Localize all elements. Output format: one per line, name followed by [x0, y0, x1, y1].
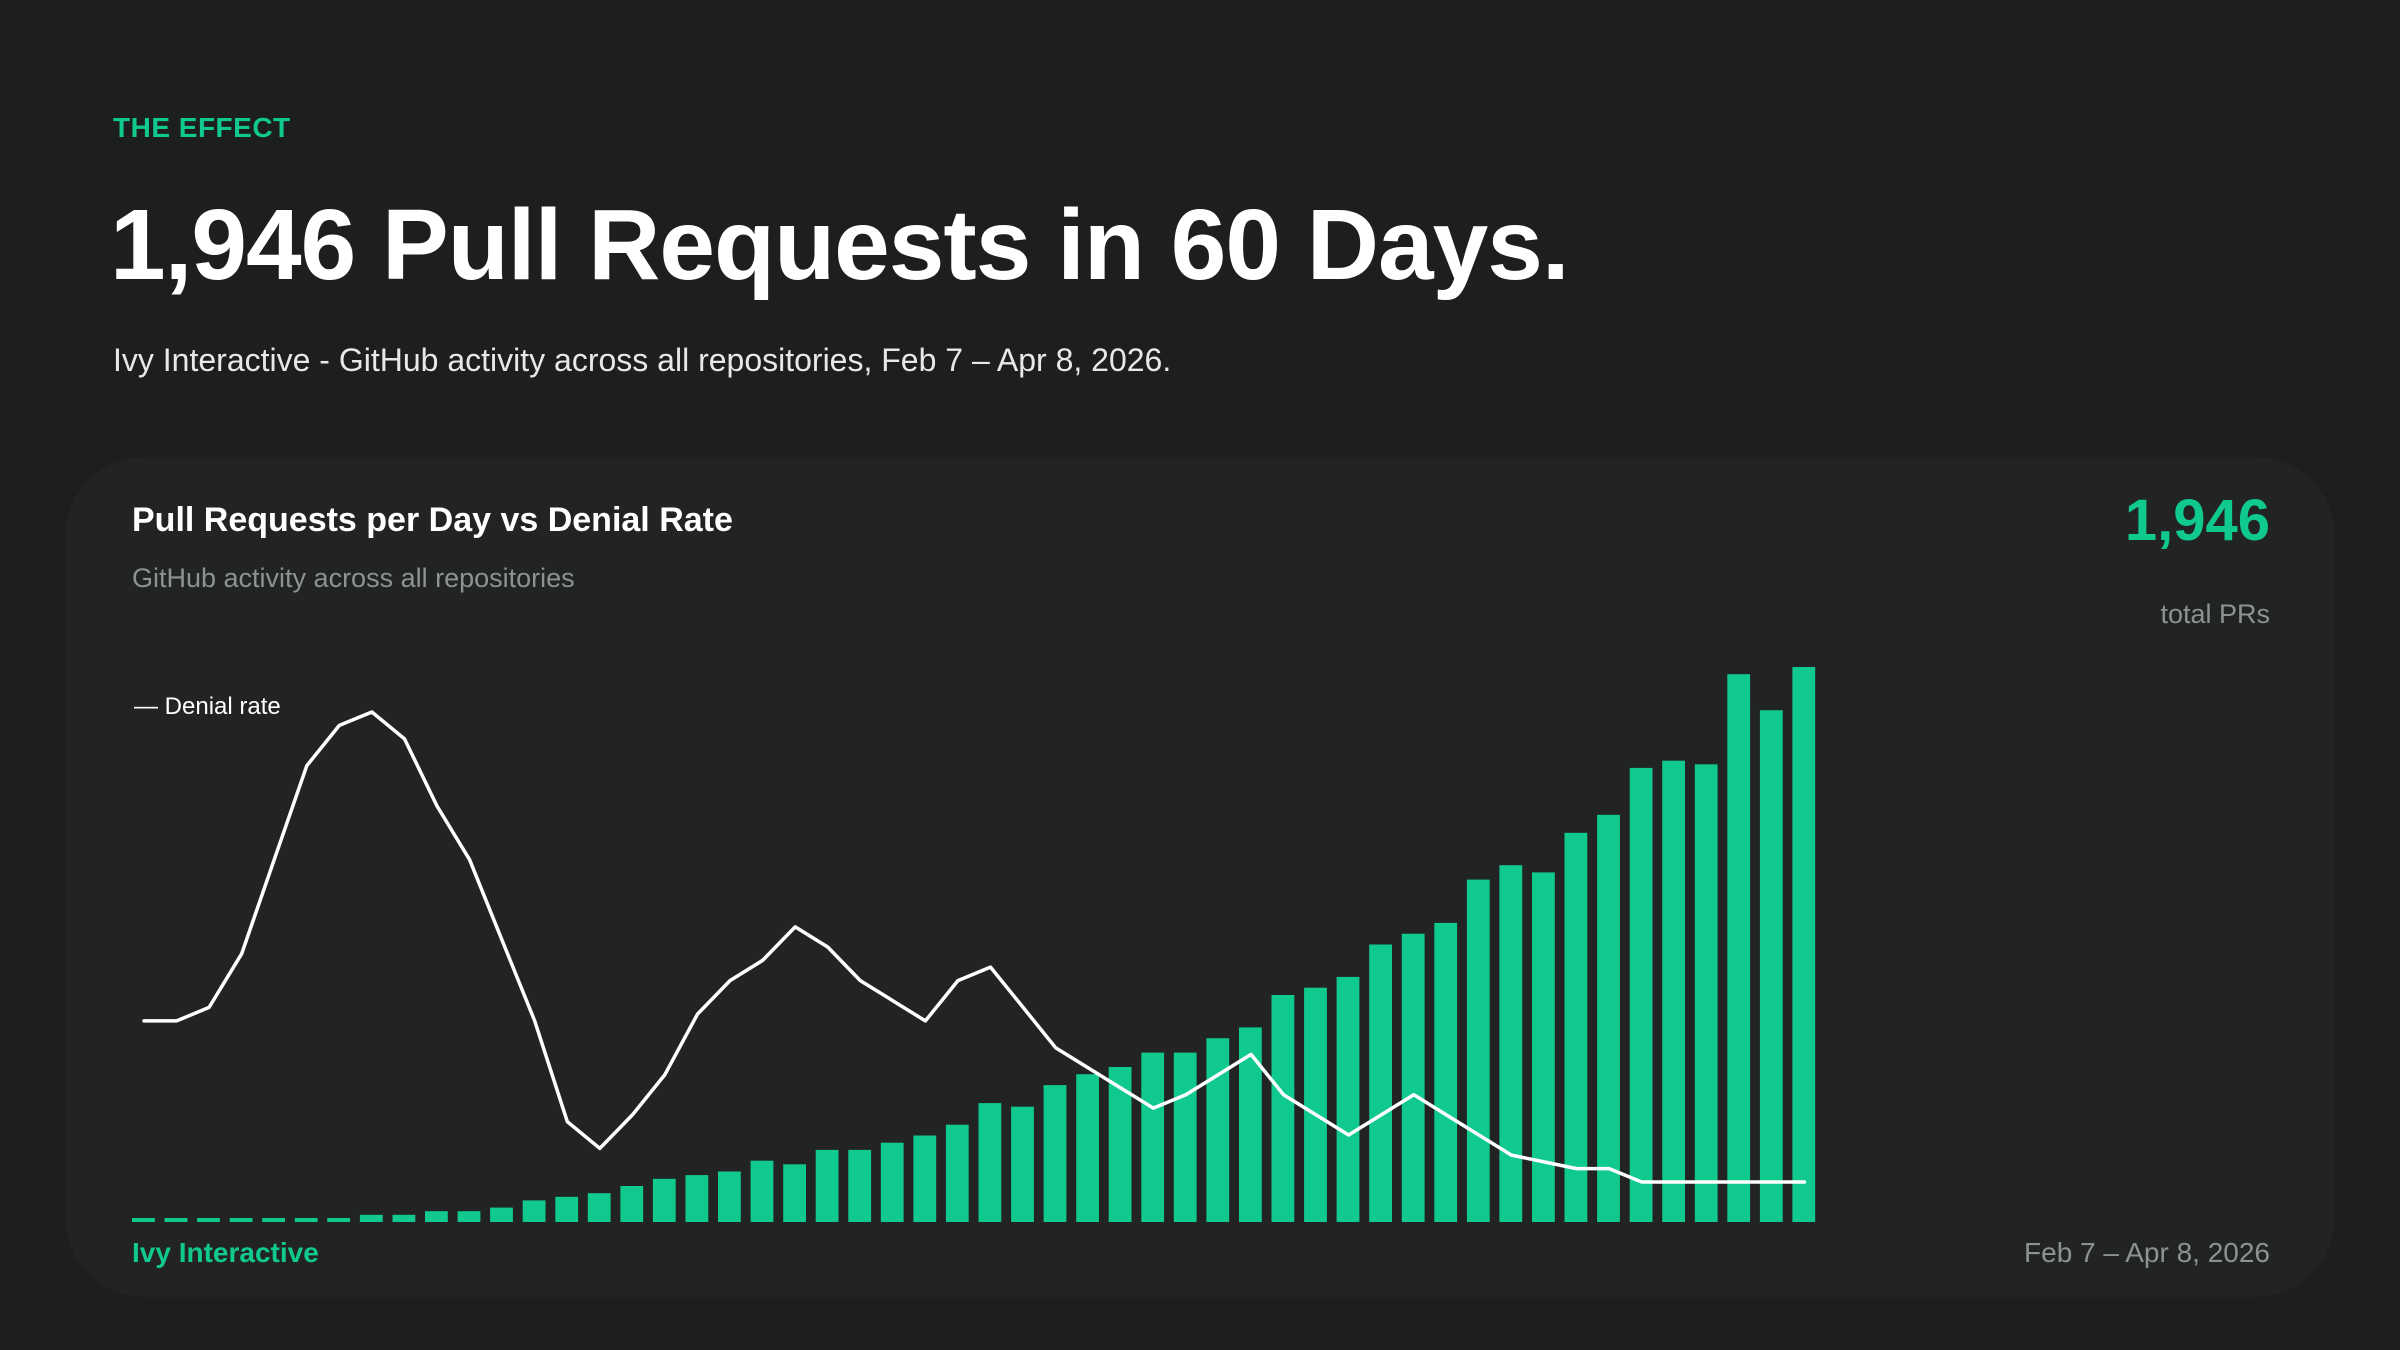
denial-rate-line: [142, 710, 1807, 1184]
pr-bar-24: [913, 1135, 937, 1222]
pr-bar-18: [718, 1171, 741, 1222]
pr-bar-33: [1206, 1038, 1230, 1222]
pr-bar-46: [1629, 767, 1653, 1222]
pr-bar-15: [620, 1186, 644, 1222]
pr-bar-47: [1662, 760, 1685, 1222]
pr-bar-41: [1466, 879, 1490, 1222]
pr-bar-2: [197, 1218, 220, 1222]
pr-bar-14: [587, 1193, 611, 1222]
pr-bar-7: [359, 1214, 383, 1222]
pr-bar-45: [1597, 814, 1620, 1222]
pr-bar-36: [1304, 987, 1327, 1222]
pr-bar-11: [490, 1207, 513, 1222]
pr-bar-8: [392, 1214, 416, 1222]
chart-subtitle: GitHub activity across all repositories: [132, 563, 575, 593]
pr-bar-29: [1076, 1074, 1099, 1222]
pr-bar-32: [1173, 1052, 1197, 1222]
pr-bar-9: [425, 1211, 448, 1222]
pr-bar-31: [1141, 1052, 1165, 1222]
pr-bar-25: [945, 1124, 969, 1222]
pr-bar-30: [1108, 1067, 1132, 1222]
pr-bar-16: [652, 1178, 676, 1222]
pr-bar-40: [1434, 922, 1458, 1222]
pr-bar-50: [1759, 710, 1783, 1222]
pr-bar-35: [1271, 995, 1295, 1222]
chart: [132, 667, 1816, 1222]
chart-card: Pull Requests per Day vs Denial Rate Git…: [65, 457, 2335, 1297]
pr-bar-1: [164, 1218, 188, 1222]
pr-bar-17: [685, 1175, 709, 1222]
pr-bar-4: [262, 1218, 285, 1222]
pr-bar-38: [1369, 944, 1392, 1222]
pr-bar-39: [1401, 933, 1425, 1222]
legend-denial-rate: — Denial rate: [134, 693, 281, 720]
pr-bar-12: [522, 1200, 546, 1222]
pr-bar-34: [1239, 1027, 1262, 1222]
pr-bar-43: [1532, 872, 1555, 1222]
date-range-label: Feb 7 – Apr 8, 2026: [2024, 1237, 2270, 1268]
pr-bar-5: [294, 1218, 318, 1222]
pr-bar-19: [750, 1160, 774, 1222]
pr-bar-44: [1564, 832, 1588, 1222]
pr-bar-23: [880, 1142, 904, 1222]
total-prs-value: 1,946: [2124, 488, 2270, 553]
pr-bar-49: [1727, 674, 1751, 1222]
pr-bar-20: [783, 1164, 806, 1222]
pr-bar-26: [978, 1103, 1002, 1222]
pr-bar-13: [555, 1196, 579, 1222]
eyebrow: THE EFFECT: [113, 112, 291, 143]
pr-bar-0: [132, 1218, 155, 1222]
pr-bar-37: [1336, 976, 1360, 1222]
pr-bar-51: [1792, 667, 1816, 1222]
pr-bar-22: [848, 1149, 872, 1222]
pr-bar-10: [457, 1211, 481, 1222]
pr-bar-28: [1043, 1085, 1067, 1222]
brand-label: Ivy Interactive: [132, 1237, 319, 1268]
pr-bar-48: [1694, 764, 1718, 1222]
pr-bar-42: [1499, 865, 1523, 1222]
pr-bar-27: [1011, 1106, 1034, 1222]
pr-bar-3: [229, 1218, 253, 1222]
pr-bar-6: [327, 1218, 351, 1222]
pr-bar-21: [815, 1149, 839, 1222]
chart-title: Pull Requests per Day vs Denial Rate: [132, 501, 733, 539]
page-title: 1,946 Pull Requests in 60 Days.: [110, 189, 1570, 301]
page-subtitle: Ivy Interactive - GitHub activity across…: [113, 342, 1172, 378]
total-prs-caption: total PRs: [2160, 599, 2270, 629]
